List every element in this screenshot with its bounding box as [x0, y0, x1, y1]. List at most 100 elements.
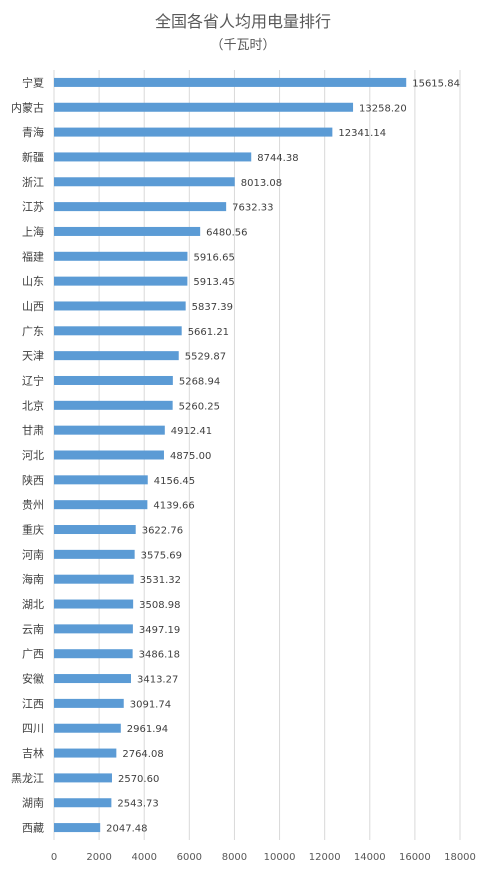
bars [54, 77, 407, 833]
category-label: 重庆 [22, 523, 44, 537]
x-axis-ticks: 0 2000 4000 6000 8000 10000 12000 14000 16000 180… [51, 852, 476, 863]
value-label: 3575.69 [141, 550, 182, 561]
category-label: 福建 [22, 249, 44, 263]
bar [54, 301, 186, 311]
value-label: 3531.32 [140, 575, 181, 586]
value-label: 3508.98 [139, 600, 180, 611]
value-label: 5529.87 [185, 352, 226, 363]
value-label: 3622.76 [142, 526, 183, 537]
value-label: 5837.39 [192, 302, 233, 313]
x-tick-label: 2000 [86, 852, 111, 863]
category-label: 云南 [22, 623, 44, 636]
value-label: 13258.20 [359, 103, 407, 114]
bar [54, 425, 165, 435]
bar [54, 326, 182, 336]
bar [54, 351, 179, 361]
bar [54, 549, 135, 559]
bar [54, 773, 112, 783]
bar [54, 276, 188, 286]
value-label: 3497.19 [139, 625, 180, 636]
bar [54, 127, 333, 137]
x-tick-label: 10000 [264, 852, 296, 863]
bar [54, 599, 134, 609]
bar [54, 226, 201, 236]
value-label: 3486.18 [139, 650, 180, 661]
category-label: 天津 [22, 350, 44, 363]
bar [54, 375, 173, 385]
category-label: 海南 [22, 572, 44, 586]
category-label: 内蒙古 [11, 100, 44, 114]
value-label: 15615.84 [412, 78, 460, 89]
x-tick-label: 16000 [399, 852, 431, 863]
bar [54, 475, 148, 485]
category-label: 上海 [22, 224, 44, 238]
value-label: 4139.66 [153, 501, 194, 512]
category-label: 新疆 [22, 150, 44, 164]
category-label: 辽宁 [22, 373, 44, 387]
category-label: 浙江 [22, 176, 44, 189]
x-tick-label: 8000 [222, 852, 247, 863]
value-label: 2961.94 [127, 724, 168, 735]
value-label: 4912.41 [171, 426, 212, 437]
chart-title: 全国各省人均用电量排行 [155, 12, 331, 31]
value-label: 8744.38 [257, 153, 298, 164]
category-label: 江苏 [22, 201, 44, 214]
x-tick-label: 18000 [444, 852, 476, 863]
value-label: 5916.65 [193, 252, 234, 263]
bar [54, 649, 133, 659]
value-label: 2764.08 [122, 749, 163, 760]
value-label: 3413.27 [137, 675, 178, 686]
category-label: 北京 [22, 398, 44, 412]
value-label: 3091.74 [130, 699, 171, 710]
bar [54, 177, 235, 187]
value-label: 6480.56 [206, 227, 247, 238]
gridlines [53, 70, 461, 840]
category-label: 广西 [22, 648, 44, 661]
value-labels: 15615.84 13258.20 12341.14 8744.38 8013.08 76… [106, 78, 460, 834]
x-tick-label: 4000 [131, 852, 156, 863]
value-label: 5913.45 [193, 277, 234, 288]
chart-subtitle: （千瓦时） [210, 38, 275, 53]
category-label: 贵州 [22, 499, 44, 512]
value-label: 2570.60 [118, 774, 159, 785]
category-label: 广东 [22, 325, 44, 338]
category-label: 吉林 [22, 746, 44, 760]
value-label: 2047.48 [106, 824, 147, 835]
bar [54, 77, 407, 87]
category-label: 安徽 [22, 672, 44, 686]
x-tick-label: 6000 [177, 852, 202, 863]
bar [54, 823, 101, 833]
bar [54, 723, 121, 733]
bar [54, 450, 164, 460]
x-tick-label: 0 [51, 852, 57, 863]
category-label: 江西 [22, 697, 44, 710]
category-label: 湖北 [22, 598, 44, 611]
x-tick-label: 12000 [309, 852, 341, 863]
value-label: 8013.08 [241, 178, 282, 189]
bar [54, 152, 252, 162]
bar [54, 674, 131, 684]
value-label: 2543.73 [117, 799, 158, 810]
category-label: 山东 [22, 275, 44, 288]
value-label: 12341.14 [338, 128, 386, 139]
bar [54, 500, 148, 510]
category-label: 青海 [22, 125, 44, 139]
value-label: 7632.33 [232, 203, 273, 214]
value-label: 5268.94 [179, 376, 220, 387]
category-labels: 宁夏内蒙古青海新疆浙江江苏上海福建山东山西广东天津辽宁北京甘肃河北陕西贵州重庆河… [11, 75, 44, 834]
value-label: 4156.45 [154, 476, 195, 487]
value-label: 5661.21 [188, 327, 229, 338]
bar [54, 251, 188, 261]
category-label: 陕西 [22, 473, 44, 487]
category-label: 湖南 [22, 797, 44, 810]
category-label: 山西 [22, 300, 44, 313]
bar [54, 748, 117, 758]
category-label: 甘肃 [22, 424, 44, 437]
bar [54, 698, 124, 708]
category-label: 黑龙江 [11, 772, 44, 785]
bar [54, 624, 133, 634]
value-label: 5260.25 [179, 401, 220, 412]
bar [54, 525, 136, 535]
bar [54, 400, 173, 410]
